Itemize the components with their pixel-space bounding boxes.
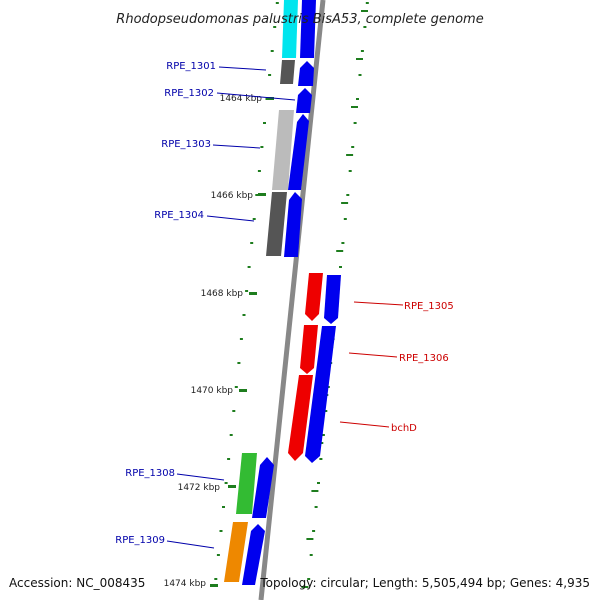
minor-tick xyxy=(309,554,313,556)
minor-tick xyxy=(306,538,314,540)
minor-tick xyxy=(245,290,249,292)
minor-tick xyxy=(237,362,241,364)
minor-tick xyxy=(365,2,369,4)
gene-label[interactable]: bchD xyxy=(391,423,417,434)
minor-tick xyxy=(321,434,325,436)
minor-tick xyxy=(339,266,342,268)
minor-tick xyxy=(363,26,367,28)
minor-tick xyxy=(348,170,352,172)
cds-arrow xyxy=(305,326,336,463)
minor-tick xyxy=(358,74,362,76)
kbp-tick-label: 1466 kbp xyxy=(211,191,254,201)
minor-tick xyxy=(229,434,233,436)
gene-label[interactable]: RPE_1301 xyxy=(166,61,216,72)
accession-text: Accession: NC_008435 xyxy=(9,576,145,590)
kbp-tick: 1472 kbp xyxy=(178,483,236,493)
minor-tick xyxy=(247,266,251,268)
gene-RPE_1306[interactable] xyxy=(300,325,318,374)
gene-RPE_1308[interactable] xyxy=(236,453,257,514)
minor-tick xyxy=(336,250,344,252)
kbp-tick-label: 1472 kbp xyxy=(178,483,221,493)
gene-RPE_1302-cds[interactable] xyxy=(296,88,312,113)
minor-tick xyxy=(227,458,231,460)
gene-RPE_1303[interactable] xyxy=(272,110,294,190)
minor-tick xyxy=(353,122,357,124)
gene-RPE_1301[interactable] xyxy=(280,60,295,84)
minor-tick xyxy=(341,242,345,244)
minor-tick xyxy=(239,338,243,340)
minor-tick xyxy=(275,2,279,4)
minor-tick xyxy=(346,154,354,156)
minor-tick xyxy=(214,578,218,580)
gene-RPE_1304[interactable] xyxy=(266,192,287,256)
cds-arrow xyxy=(242,524,265,585)
minor-tick xyxy=(242,314,246,316)
minor-tick xyxy=(263,122,266,124)
minor-tick xyxy=(250,242,254,244)
minor-tick xyxy=(252,218,256,220)
minor-tick xyxy=(255,194,259,196)
minor-tick xyxy=(343,218,347,220)
minor-tick xyxy=(216,554,220,556)
minor-tick xyxy=(341,202,349,204)
genome-backbone xyxy=(258,0,326,600)
minor-tick xyxy=(351,146,355,148)
minor-tick xyxy=(307,578,311,580)
minor-tick xyxy=(270,50,274,52)
minor-tick xyxy=(324,410,328,412)
minor-tick xyxy=(234,386,238,388)
kbp-tick-label: 1474 kbp xyxy=(164,579,207,589)
cds-arrow xyxy=(324,275,341,324)
minor-tick xyxy=(319,458,323,460)
gene-RPE_1305[interactable] xyxy=(305,273,323,321)
minor-tick xyxy=(257,170,261,172)
cds-arrow xyxy=(298,61,314,86)
kbp-tick: 1474 kbp xyxy=(164,579,218,589)
feature-cyan xyxy=(282,0,298,58)
minor-tick xyxy=(360,50,364,52)
cds-arrow xyxy=(252,457,274,518)
kbp-tick: 1466 kbp xyxy=(211,191,266,201)
gene-label[interactable]: RPE_1306 xyxy=(399,353,449,364)
minor-tick xyxy=(356,98,359,100)
minor-tick xyxy=(232,410,236,412)
minor-tick xyxy=(317,482,320,484)
kbp-tick: 1470 kbp xyxy=(191,386,247,396)
minor-tick xyxy=(314,506,318,508)
kbp-tick-label: 1470 kbp xyxy=(191,386,234,396)
minor-tick xyxy=(361,10,368,12)
minor-tick xyxy=(260,146,264,148)
gene-bchD[interactable] xyxy=(288,375,313,461)
minor-tick xyxy=(224,482,228,484)
gene-label[interactable]: RPE_1305 xyxy=(404,301,454,312)
map-title: Rhodopseudomonas palustris BisA53, compl… xyxy=(116,12,483,27)
gene-label[interactable]: RPE_1303 xyxy=(161,139,211,150)
gene-label[interactable]: RPE_1302 xyxy=(164,88,214,99)
minor-tick xyxy=(312,530,316,532)
minor-tick xyxy=(268,74,272,76)
minor-tick xyxy=(222,506,225,508)
gene-label[interactable]: RPE_1304 xyxy=(154,210,204,221)
kbp-tick: 1464 kbp xyxy=(220,94,274,104)
cds-arrow xyxy=(300,0,316,58)
minor-tick xyxy=(356,58,363,60)
kbp-tick-label: 1464 kbp xyxy=(220,94,263,104)
minor-tick xyxy=(346,194,350,196)
cds-arrow xyxy=(284,192,302,257)
cds-arrow xyxy=(288,114,309,190)
leader-lines xyxy=(166,66,404,549)
minor-tick xyxy=(219,530,223,532)
topology-summary: Topology: circular; Length: 5,505,494 bp… xyxy=(259,576,590,590)
kbp-ticks: 1464 kbp 1466 kbp 1468 kbp 1470 kbp 1472… xyxy=(164,94,274,589)
minor-tick xyxy=(351,106,358,108)
gene-label[interactable]: RPE_1309 xyxy=(115,535,165,546)
kbp-tick: 1468 kbp xyxy=(201,289,257,299)
gene-label[interactable]: RPE_1308 xyxy=(125,468,175,479)
minor-tick xyxy=(273,26,277,28)
minor-tick xyxy=(311,490,319,492)
gene-RPE_1309[interactable] xyxy=(224,522,248,582)
kbp-tick-label: 1468 kbp xyxy=(201,289,244,299)
minor-tick xyxy=(301,586,309,588)
